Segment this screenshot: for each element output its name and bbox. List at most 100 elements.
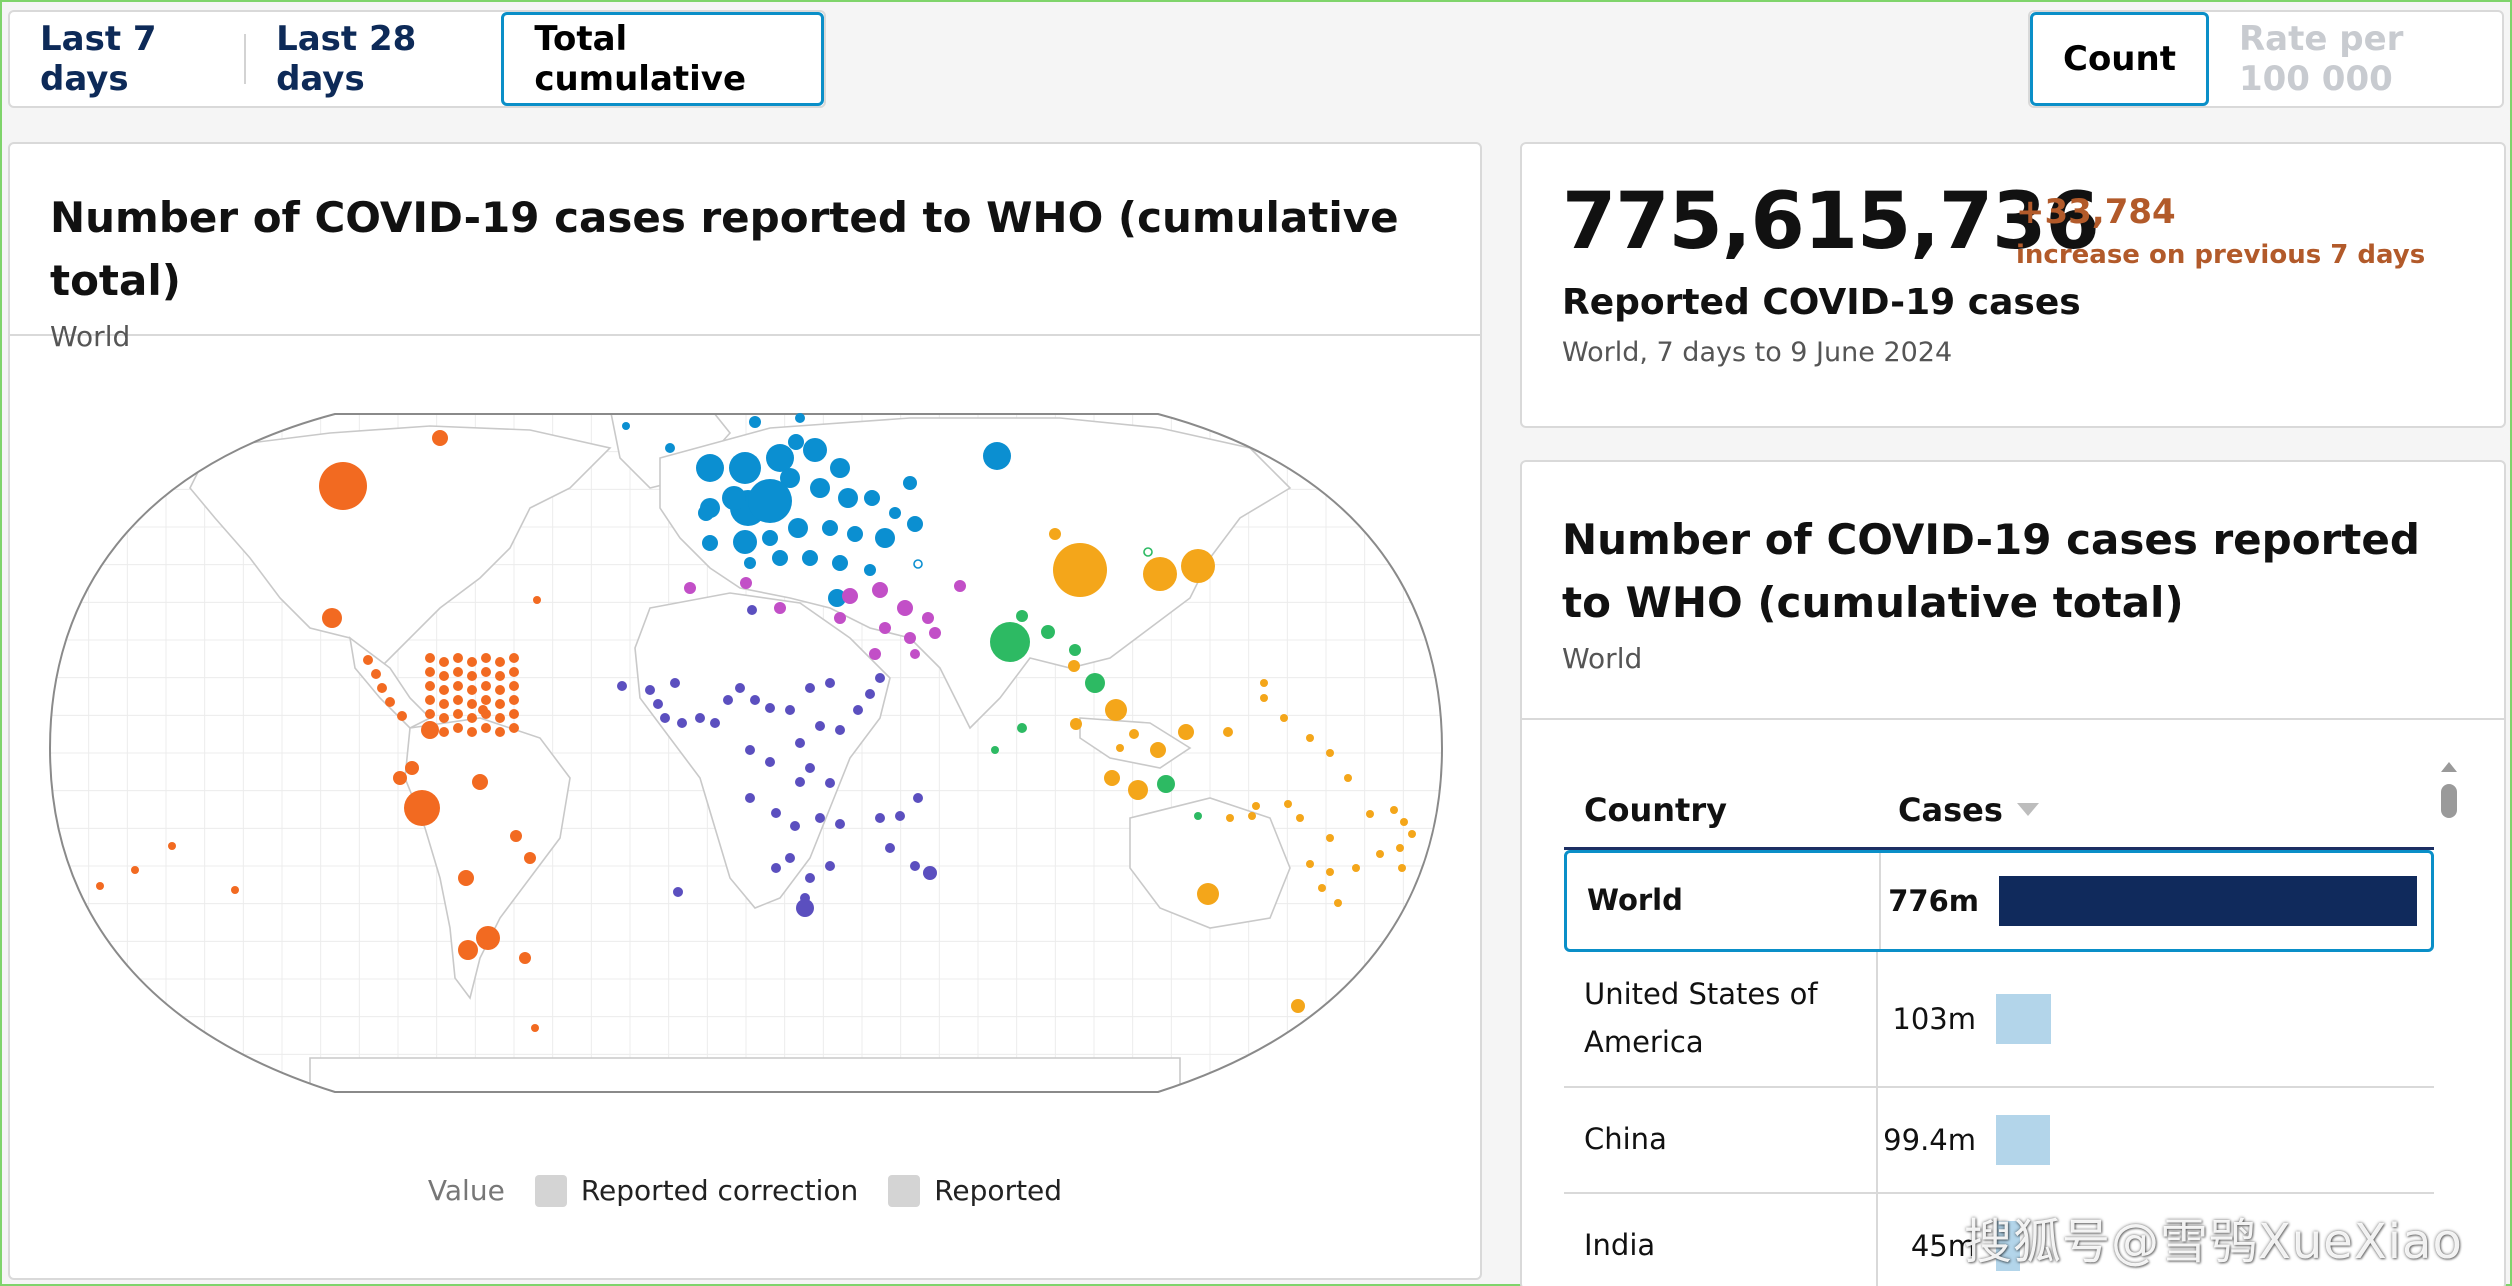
africa-bubble[interactable] bbox=[790, 821, 800, 831]
americas-bubble[interactable] bbox=[510, 830, 522, 842]
europe-bubble[interactable] bbox=[828, 589, 846, 607]
europe-bubble[interactable] bbox=[749, 416, 761, 428]
caribbean-bubble[interactable] bbox=[425, 681, 435, 691]
tab-total-cumulative[interactable]: Total cumulative bbox=[501, 12, 824, 106]
table-row[interactable]: India 45m bbox=[1564, 1194, 2434, 1286]
americas-bubble[interactable] bbox=[519, 952, 531, 964]
europe-bubble[interactable] bbox=[803, 438, 827, 462]
caribbean-bubble[interactable] bbox=[425, 723, 435, 733]
americas-bubble[interactable] bbox=[131, 866, 139, 874]
south-east-asia-bubble[interactable] bbox=[1194, 812, 1202, 820]
table-row[interactable]: China 99.4m bbox=[1564, 1088, 2434, 1194]
caribbean-bubble[interactable] bbox=[509, 653, 519, 663]
eastern-mediterranean-bubble[interactable] bbox=[842, 588, 858, 604]
western-pacific-bubble[interactable] bbox=[1178, 724, 1194, 740]
africa-bubble[interactable] bbox=[853, 705, 863, 715]
caribbean-bubble[interactable] bbox=[439, 713, 449, 723]
europe-bubble[interactable] bbox=[903, 476, 917, 490]
africa-bubble[interactable] bbox=[923, 866, 937, 880]
europe-ring[interactable] bbox=[913, 559, 923, 569]
western-pacific-bubble[interactable] bbox=[1306, 734, 1314, 742]
americas-bubble[interactable] bbox=[168, 842, 176, 850]
western-pacific-bubble[interactable] bbox=[1408, 830, 1416, 838]
europe-bubble[interactable] bbox=[722, 486, 746, 510]
europe-bubble[interactable] bbox=[875, 528, 895, 548]
legend-item-reported-correction[interactable]: Reported correction bbox=[534, 1174, 858, 1207]
western-pacific-bubble[interactable] bbox=[1396, 844, 1404, 852]
africa-bubble[interactable] bbox=[815, 813, 825, 823]
africa-bubble[interactable] bbox=[795, 777, 805, 787]
caribbean-bubble[interactable] bbox=[509, 681, 519, 691]
africa-bubble[interactable] bbox=[825, 678, 835, 688]
africa-bubble[interactable] bbox=[825, 861, 835, 871]
western-pacific-bubble[interactable] bbox=[1334, 899, 1342, 907]
europe-bubble[interactable] bbox=[744, 557, 756, 569]
caribbean-bubble[interactable] bbox=[453, 695, 463, 705]
world-map[interactable] bbox=[10, 338, 1480, 1278]
africa-bubble[interactable] bbox=[617, 681, 627, 691]
americas-bubble[interactable] bbox=[458, 940, 478, 960]
western-pacific-bubble[interactable] bbox=[1068, 660, 1080, 672]
western-pacific-bubble[interactable] bbox=[1284, 800, 1292, 808]
tab-count[interactable]: Count bbox=[2030, 12, 2209, 106]
caribbean-bubble[interactable] bbox=[509, 723, 519, 733]
africa-bubble[interactable] bbox=[677, 718, 687, 728]
caribbean-bubble[interactable] bbox=[495, 699, 505, 709]
europe-bubble[interactable] bbox=[762, 530, 778, 546]
europe-bubble[interactable] bbox=[772, 550, 788, 566]
europe-bubble[interactable] bbox=[665, 443, 675, 453]
africa-bubble[interactable] bbox=[895, 811, 905, 821]
western-pacific-bubble[interactable] bbox=[1105, 699, 1127, 721]
western-pacific-bubble[interactable] bbox=[1226, 814, 1234, 822]
south-east-asia-bubble[interactable] bbox=[1157, 775, 1175, 793]
americas-bubble[interactable] bbox=[393, 771, 407, 785]
western-pacific-bubble[interactable] bbox=[1344, 774, 1352, 782]
south-east-asia-bubble[interactable] bbox=[990, 622, 1030, 662]
caribbean-bubble[interactable] bbox=[509, 709, 519, 719]
africa-bubble[interactable] bbox=[723, 695, 733, 705]
africa-bubble[interactable] bbox=[885, 843, 895, 853]
western-pacific-bubble[interactable] bbox=[1398, 864, 1406, 872]
eastern-mediterranean-bubble[interactable] bbox=[954, 580, 966, 592]
western-pacific-bubble[interactable] bbox=[1053, 543, 1107, 597]
central-america-bubble[interactable] bbox=[377, 683, 387, 693]
western-pacific-bubble[interactable] bbox=[1181, 549, 1215, 583]
europe-bubble[interactable] bbox=[864, 490, 880, 506]
americas-bubble[interactable] bbox=[231, 886, 239, 894]
africa-bubble[interactable] bbox=[645, 685, 655, 695]
africa-bubble[interactable] bbox=[865, 689, 875, 699]
africa-bubble[interactable] bbox=[771, 808, 781, 818]
americas-bubble[interactable] bbox=[432, 430, 448, 446]
europe-bubble[interactable] bbox=[733, 530, 757, 554]
africa-bubble[interactable] bbox=[875, 673, 885, 683]
europe-bubble[interactable] bbox=[847, 526, 863, 542]
africa-bubble[interactable] bbox=[660, 713, 670, 723]
africa-bubble[interactable] bbox=[653, 699, 663, 709]
caribbean-bubble[interactable] bbox=[439, 657, 449, 667]
western-pacific-bubble[interactable] bbox=[1070, 718, 1082, 730]
africa-bubble[interactable] bbox=[835, 725, 845, 735]
caribbean-bubble[interactable] bbox=[481, 667, 491, 677]
western-pacific-bubble[interactable] bbox=[1326, 749, 1334, 757]
south-east-asia-bubble[interactable] bbox=[1041, 625, 1055, 639]
central-america-bubble[interactable] bbox=[385, 697, 395, 707]
europe-bubble[interactable] bbox=[810, 478, 830, 498]
central-america-bubble[interactable] bbox=[371, 669, 381, 679]
south-east-asia-ring[interactable] bbox=[1143, 547, 1153, 557]
table-row[interactable]: United States of America 103m bbox=[1564, 952, 2434, 1088]
africa-bubble[interactable] bbox=[875, 813, 885, 823]
americas-bubble[interactable] bbox=[405, 761, 419, 775]
caribbean-bubble[interactable] bbox=[425, 653, 435, 663]
western-pacific-bubble[interactable] bbox=[1150, 742, 1166, 758]
europe-bubble[interactable] bbox=[780, 468, 800, 488]
caribbean-bubble[interactable] bbox=[481, 695, 491, 705]
south-east-asia-bubble[interactable] bbox=[1085, 673, 1105, 693]
americas-bubble[interactable] bbox=[458, 870, 474, 886]
western-pacific-bubble[interactable] bbox=[1296, 814, 1304, 822]
scroll-thumb[interactable] bbox=[2441, 784, 2457, 818]
africa-bubble[interactable] bbox=[910, 861, 920, 871]
caribbean-bubble[interactable] bbox=[509, 695, 519, 705]
caribbean-bubble[interactable] bbox=[439, 699, 449, 709]
western-pacific-bubble[interactable] bbox=[1390, 806, 1398, 814]
caribbean-bubble[interactable] bbox=[509, 667, 519, 677]
